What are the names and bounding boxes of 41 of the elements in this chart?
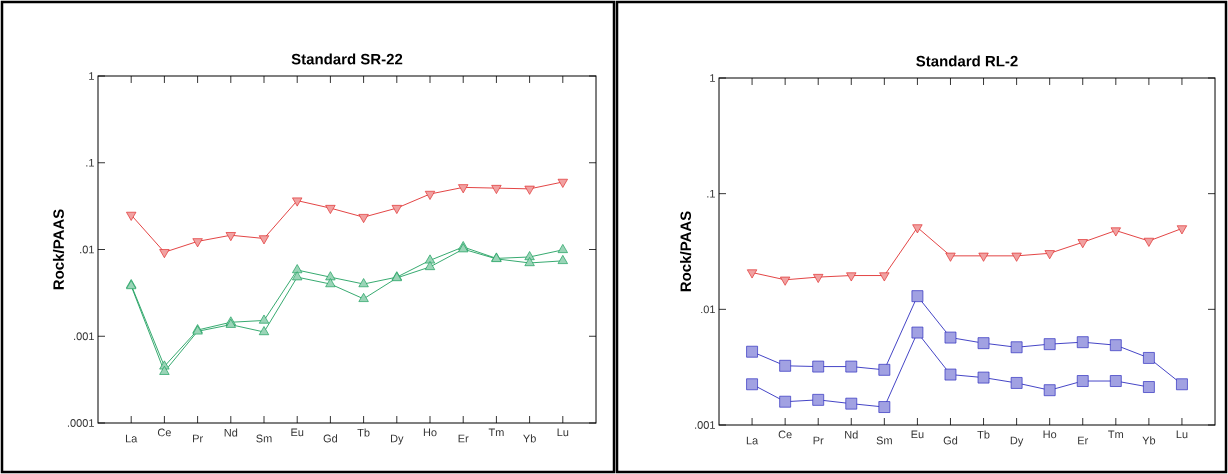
y-axis-title: Rock/PAAS bbox=[52, 209, 65, 290]
x-tick-label: Ho bbox=[1043, 430, 1057, 439]
x-tick-label: Dy bbox=[390, 434, 404, 445]
x-tick-label: Gd bbox=[943, 436, 958, 445]
x-tick-label: Sm bbox=[876, 436, 892, 445]
x-tick-label: Er bbox=[1078, 436, 1089, 445]
x-tick-label: Lu bbox=[1176, 430, 1188, 439]
x-tick-label: Tb bbox=[977, 430, 990, 439]
x-tick-label: Lu bbox=[557, 428, 569, 437]
chart-title: Standard RL-2 bbox=[916, 55, 1018, 67]
y-tick-label: 1 bbox=[89, 72, 94, 80]
x-tick-label: Tb bbox=[357, 428, 370, 437]
y-tick-label: .1 bbox=[707, 189, 715, 198]
x-tick-label: Dy bbox=[1010, 436, 1024, 447]
x-tick-label: Nd bbox=[224, 428, 238, 437]
y-tick-label: .0001 bbox=[67, 419, 94, 427]
x-tick-label: Yb bbox=[523, 434, 536, 443]
y-tick-label: .01 bbox=[80, 245, 94, 254]
x-tick-label: Ce bbox=[778, 430, 792, 439]
x-tick-label: Sm bbox=[256, 434, 272, 443]
x-tick-label: Ho bbox=[423, 428, 437, 437]
chart-title: Standard SR-22 bbox=[291, 53, 403, 65]
y-tick-label: .001 bbox=[695, 421, 715, 429]
y-tick-label: .001 bbox=[74, 332, 94, 341]
y-axis-title: Rock/PAAS bbox=[680, 211, 692, 292]
x-tick-label: Pr bbox=[193, 434, 203, 443]
x-tick-label: Pr bbox=[813, 436, 824, 445]
x-tick-label: Eu bbox=[911, 430, 924, 439]
x-tick-label: Nd bbox=[845, 430, 858, 439]
x-tick-label: Gd bbox=[323, 434, 338, 443]
x-tick-label: Er bbox=[458, 434, 469, 443]
x-tick-label: La bbox=[125, 434, 138, 443]
y-tick-label: .1 bbox=[86, 158, 94, 167]
x-tick-label: La bbox=[746, 436, 759, 445]
y-tick-label: 1 bbox=[710, 74, 715, 82]
x-tick-label: Eu bbox=[291, 428, 304, 437]
x-tick-label: Tm bbox=[1108, 430, 1124, 439]
y-tick-label: .01 bbox=[701, 305, 715, 314]
x-tick-label: Tm bbox=[488, 428, 504, 437]
x-tick-label: Yb bbox=[1142, 436, 1156, 445]
x-tick-label: Ce bbox=[157, 428, 171, 437]
